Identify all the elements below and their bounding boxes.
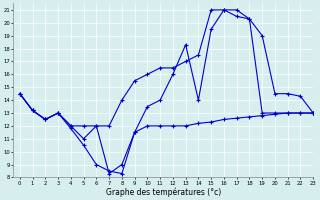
X-axis label: Graphe des températures (°c): Graphe des températures (°c) xyxy=(106,187,221,197)
